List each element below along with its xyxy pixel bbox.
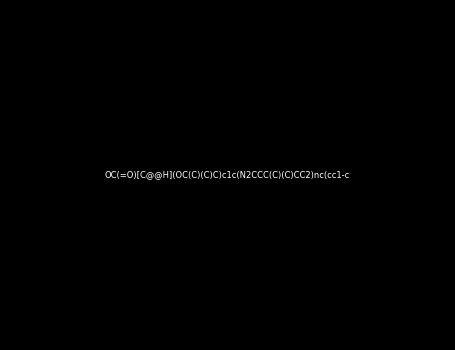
Text: OC(=O)[C@@H](OC(C)(C)C)c1c(N2CCC(C)(C)CC2)nc(cc1-c: OC(=O)[C@@H](OC(C)(C)C)c1c(N2CCC(C)(C)CC… bbox=[105, 170, 350, 180]
